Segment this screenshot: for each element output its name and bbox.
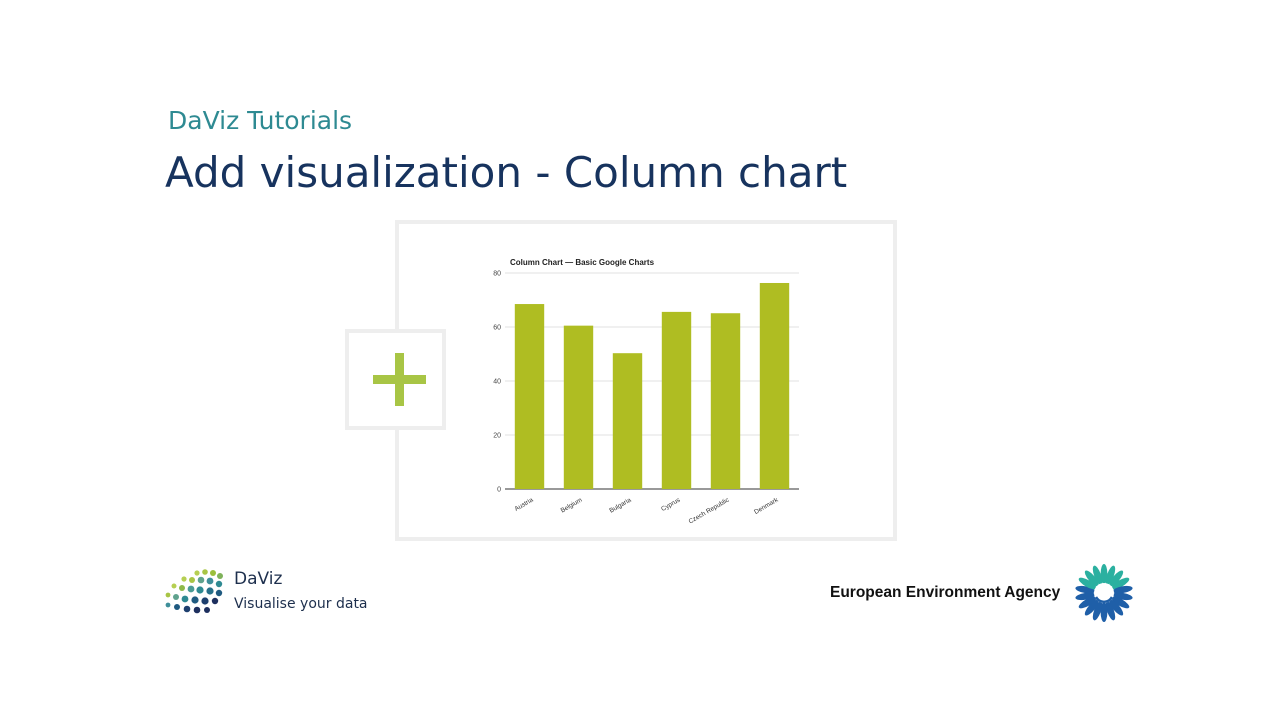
x-tick-label: Bulgaria [608, 496, 632, 514]
chart-bar-austria [514, 304, 545, 489]
chart-bars [514, 282, 790, 489]
chart-preview-frame: Column Chart — Basic Google Charts 0 20 40… [395, 220, 897, 541]
y-tick-label: 60 [493, 325, 501, 332]
daviz-tagline: Visualise your data [234, 596, 368, 612]
plus-icon-stem [395, 353, 404, 406]
x-tick-label: Belgium [560, 497, 584, 515]
y-tick-label: 20 [493, 433, 501, 440]
slide-title: Add visualization - Column chart [165, 148, 848, 197]
x-tick-label: Austria [513, 496, 534, 512]
y-tick-label: 80 [493, 271, 501, 278]
y-tick-label: 0 [497, 487, 501, 494]
chart-bar-belgium [563, 325, 594, 489]
chart-gridlines [505, 272, 799, 490]
eea-brand-name: European Environment Agency [830, 584, 1061, 601]
x-tick-label: Denmark [753, 496, 780, 516]
chart-bar-czech-republic [710, 313, 741, 489]
add-visualization-button[interactable] [345, 329, 446, 430]
column-chart: Column Chart — Basic Google Charts 0 20 40… [493, 258, 799, 525]
y-tick-label: 40 [493, 379, 501, 386]
chart-bar-denmark [759, 282, 790, 489]
chart-bar-cyprus [661, 311, 692, 489]
chart-title: Column Chart — Basic Google Charts [510, 258, 655, 267]
daviz-brand-name: DaViz [234, 569, 283, 589]
slide-subtitle: DaViz Tutorials [168, 106, 353, 135]
eea-logo-icon [1075, 564, 1133, 622]
daviz-logo-icon [165, 569, 223, 614]
x-tick-label: Czech Republic [688, 496, 732, 525]
chart-x-axis: Austria Belgium Bulgaria Cyprus Czech Republ… [513, 496, 780, 525]
chart-bar-bulgaria [612, 353, 643, 489]
x-tick-label: Cyprus [660, 496, 682, 513]
chart-y-axis: 0 20 40 60 80 [493, 271, 501, 494]
